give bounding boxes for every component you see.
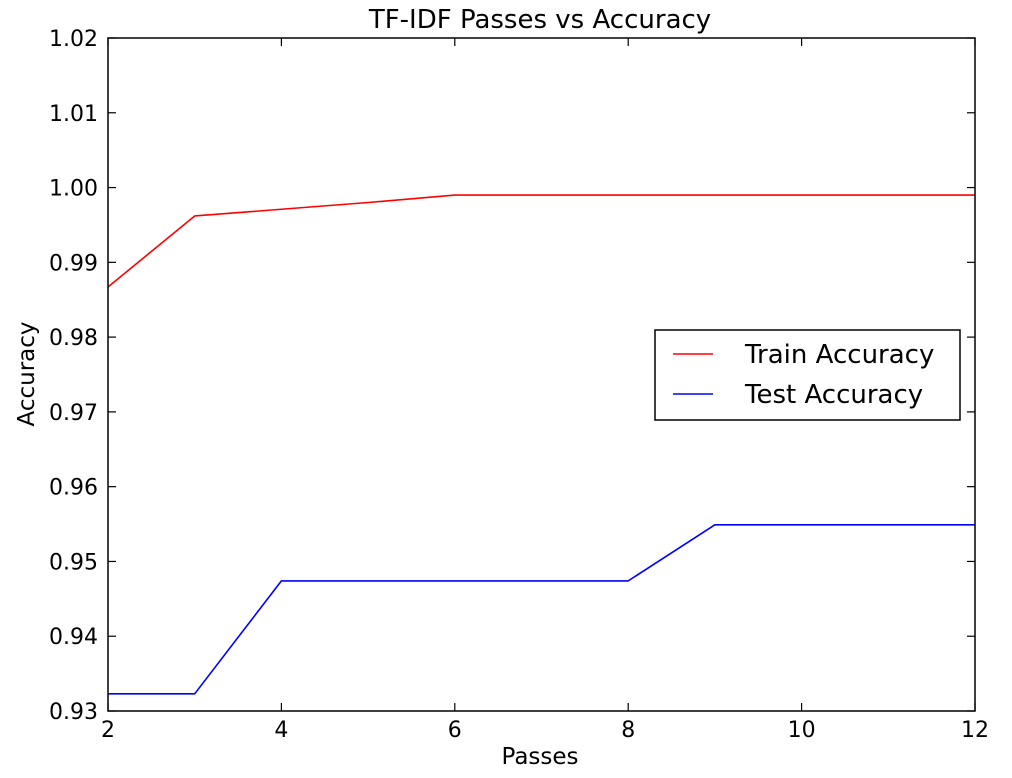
y-tick-label: 0.97 bbox=[49, 401, 98, 426]
y-tick-label: 0.94 bbox=[49, 625, 98, 650]
x-tick-label: 8 bbox=[621, 718, 635, 743]
x-tick-label: 6 bbox=[448, 718, 462, 743]
x-axis-label: Passes bbox=[501, 744, 578, 770]
train-accuracy-legend-label: Train Accuracy bbox=[744, 340, 934, 370]
y-tick-label: 1.00 bbox=[49, 177, 98, 202]
legend: Train Accuracy Test Accuracy bbox=[654, 329, 961, 421]
legend-box bbox=[654, 329, 961, 421]
chart-title: TF-IDF Passes vs Accuracy bbox=[368, 5, 711, 35]
plot-area: 2 4 6 8 10 12 0.93 0.94 0.95 0.96 0.97 0.98 0.99 1.00… bbox=[49, 27, 989, 743]
y-tick-label: 1.01 bbox=[49, 102, 98, 127]
y-axis-label: Accuracy bbox=[14, 321, 40, 426]
x-tick-label: 12 bbox=[961, 718, 989, 743]
x-tick-label: 4 bbox=[274, 718, 288, 743]
test-accuracy-line bbox=[108, 523, 975, 695]
x-tick-label: 2 bbox=[101, 718, 115, 743]
y-tick-label: 1.02 bbox=[49, 27, 98, 52]
x-tick-label: 10 bbox=[788, 718, 816, 743]
y-tick-label: 0.95 bbox=[49, 550, 98, 575]
test-accuracy-legend-label: Test Accuracy bbox=[744, 380, 923, 410]
plot-frame bbox=[107, 37, 976, 712]
train-accuracy-line bbox=[107, 194, 975, 288]
y-tick-label: 0.96 bbox=[49, 476, 98, 501]
y-tick-label: 0.98 bbox=[49, 326, 98, 351]
y-tick-label: 0.93 bbox=[49, 700, 98, 725]
y-tick-label: 0.99 bbox=[49, 251, 98, 276]
